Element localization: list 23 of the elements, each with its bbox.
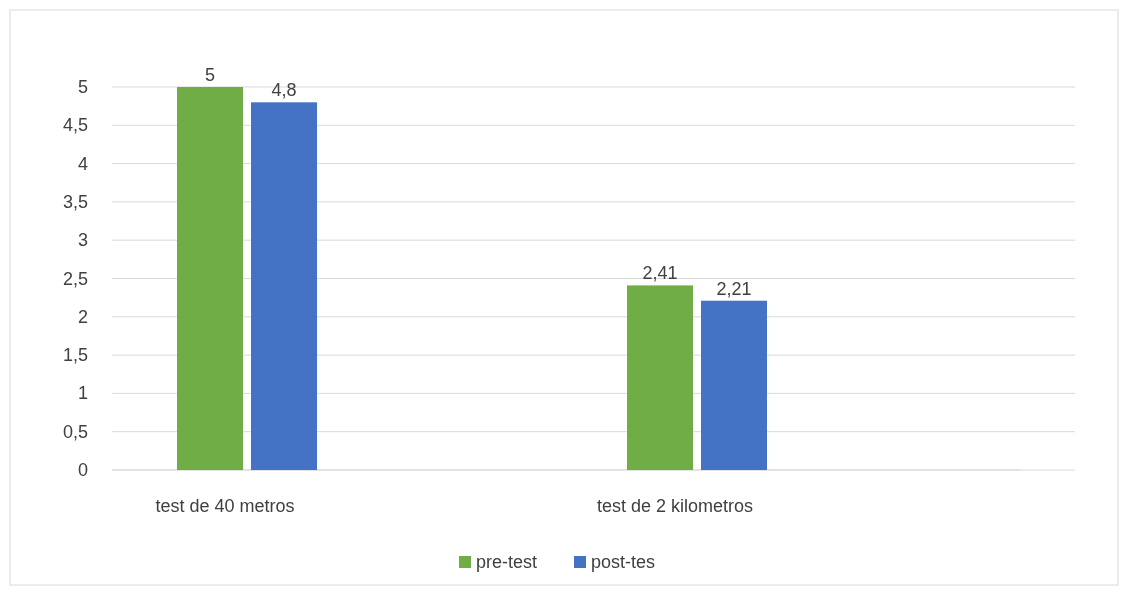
- y-tick-label: 1,5: [62, 345, 88, 366]
- bar: [251, 102, 317, 470]
- bar: [177, 87, 243, 470]
- data-label: 2,41: [642, 263, 678, 284]
- legend-label: pre-test: [476, 552, 538, 572]
- y-tick-label: 3: [77, 230, 88, 251]
- x-tick-label: test de 2 kilometros: [596, 496, 754, 516]
- data-label: 2,21: [716, 278, 752, 299]
- y-tick-label: 1: [77, 383, 88, 404]
- data-label: 5: [204, 65, 216, 85]
- y-tick-label: 4,5: [62, 115, 88, 136]
- y-tick-label: 0: [77, 460, 88, 480]
- x-tick-label: test de 40 metros: [155, 496, 295, 516]
- y-tick-label: 2,5: [62, 268, 88, 289]
- y-tick-label: 0,5: [62, 421, 88, 442]
- y-tick-label: 2: [77, 306, 88, 327]
- bar: [627, 285, 693, 470]
- legend-label: post-tes: [591, 552, 656, 572]
- data-label: 4,8: [271, 80, 297, 101]
- y-tick-label: 3,5: [62, 191, 88, 212]
- y-tick-label: 5: [77, 77, 88, 97]
- bar: [701, 300, 767, 470]
- y-tick-label: 4: [77, 153, 88, 174]
